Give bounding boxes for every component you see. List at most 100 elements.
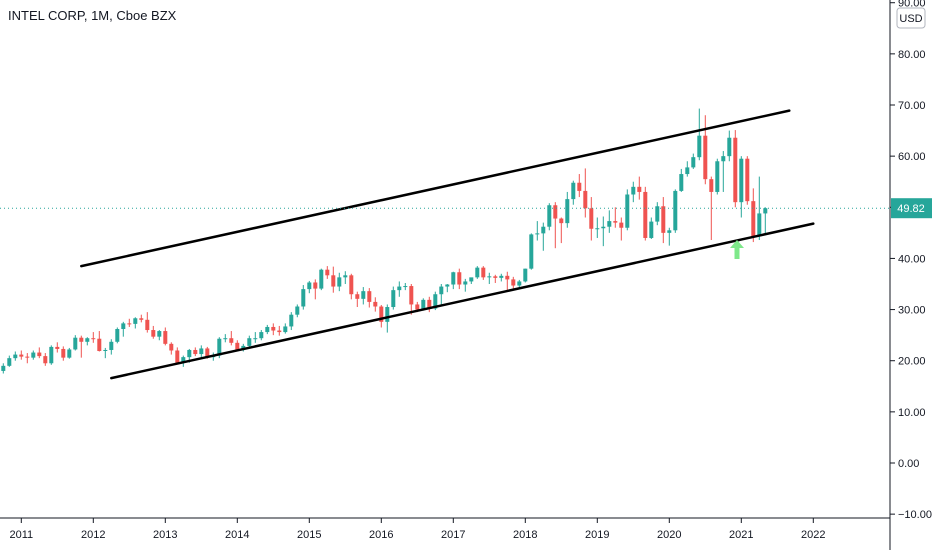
candle	[103, 347, 108, 359]
candle	[559, 217, 564, 244]
candle-body	[691, 157, 696, 168]
candle-body	[97, 338, 102, 351]
candle-body	[187, 349, 192, 358]
candle	[31, 350, 36, 360]
arrow-up-icon	[730, 240, 744, 259]
candle	[727, 130, 732, 162]
candle-body	[343, 275, 348, 278]
candle	[733, 130, 738, 208]
candle	[547, 203, 552, 231]
candle-body	[493, 276, 498, 278]
candle-body	[337, 277, 342, 287]
candle	[457, 268, 462, 290]
candle-body	[511, 279, 516, 286]
candle	[55, 342, 60, 353]
candle-body	[7, 358, 12, 366]
candle-body	[151, 330, 156, 337]
y-tick-label: 30.00	[898, 305, 926, 317]
candle-body	[487, 276, 492, 278]
candle-body	[385, 307, 390, 322]
candle-body	[631, 186, 636, 195]
candle	[235, 340, 240, 351]
candle	[319, 268, 324, 291]
candle-body	[463, 281, 468, 285]
candle-body	[55, 346, 60, 349]
trendline-lower-channel[interactable]	[110, 222, 815, 380]
candle-body	[523, 268, 528, 282]
candle	[199, 345, 204, 358]
chart-title: INTEL CORP, 1M, Cboe BZX	[8, 8, 177, 23]
candle-body	[361, 291, 366, 299]
candle	[325, 266, 330, 279]
currency-badge[interactable]: USD	[896, 7, 926, 29]
candle	[307, 280, 312, 294]
candle	[295, 304, 300, 318]
candle	[631, 181, 636, 203]
candle-body	[571, 182, 576, 200]
candle	[271, 323, 276, 336]
candle-body	[703, 135, 708, 180]
candle-body	[19, 354, 24, 357]
candle-body	[559, 218, 564, 224]
candle-body	[109, 341, 114, 350]
candle-body	[721, 156, 726, 162]
candle-body	[67, 349, 72, 358]
candle	[607, 210, 612, 233]
candle	[259, 330, 264, 341]
candle-body	[469, 277, 474, 282]
candle-body	[415, 304, 420, 310]
x-tick-label: 2020	[657, 529, 681, 541]
candle-body	[307, 282, 312, 290]
candle	[277, 325, 282, 336]
candle	[1, 363, 6, 374]
candle-body	[379, 306, 384, 322]
candle	[529, 233, 534, 270]
candle-body	[655, 206, 660, 222]
candle-body	[733, 137, 738, 203]
candle-body	[115, 329, 120, 342]
candle-body	[427, 299, 432, 309]
candle-body	[697, 135, 702, 158]
candle-body	[445, 284, 450, 287]
trendline-upper-channel[interactable]	[80, 109, 791, 268]
candle-body	[583, 190, 588, 209]
candle-body	[391, 290, 396, 308]
time-axis[interactable]: 2011 2012 2013 2014 2015 2016 2017 2018 2019 2020…	[9, 518, 826, 541]
candle	[145, 312, 150, 333]
candle-body	[313, 282, 318, 289]
candle-body	[529, 234, 534, 269]
candle	[7, 355, 12, 367]
candle-body	[253, 338, 258, 340]
candle	[595, 217, 600, 238]
candle	[475, 266, 480, 279]
candle	[709, 176, 714, 241]
candle-body	[673, 190, 678, 231]
candle	[553, 202, 558, 249]
candle-body	[37, 352, 42, 357]
candle	[703, 115, 708, 185]
currency-label: USD	[899, 13, 922, 25]
candles-layer	[1, 108, 768, 374]
candle	[649, 217, 654, 239]
candle-body	[625, 194, 630, 228]
candle	[427, 296, 432, 313]
x-tick-label: 2014	[225, 529, 249, 541]
candle	[535, 221, 540, 241]
candle-body	[355, 294, 360, 299]
x-tick-label: 2022	[801, 529, 825, 541]
candle	[481, 266, 486, 280]
up-arrow-marker	[730, 240, 744, 259]
candle-body	[727, 137, 732, 157]
candle	[253, 332, 258, 343]
candle-body	[745, 158, 750, 202]
candle-body	[637, 186, 642, 192]
candle	[757, 176, 762, 241]
candle	[523, 268, 528, 283]
candle-body	[619, 222, 624, 228]
candle-body	[73, 337, 78, 350]
candle	[97, 331, 102, 352]
candle-body	[319, 269, 324, 289]
candle-body	[283, 326, 288, 333]
candle-body	[505, 275, 510, 280]
